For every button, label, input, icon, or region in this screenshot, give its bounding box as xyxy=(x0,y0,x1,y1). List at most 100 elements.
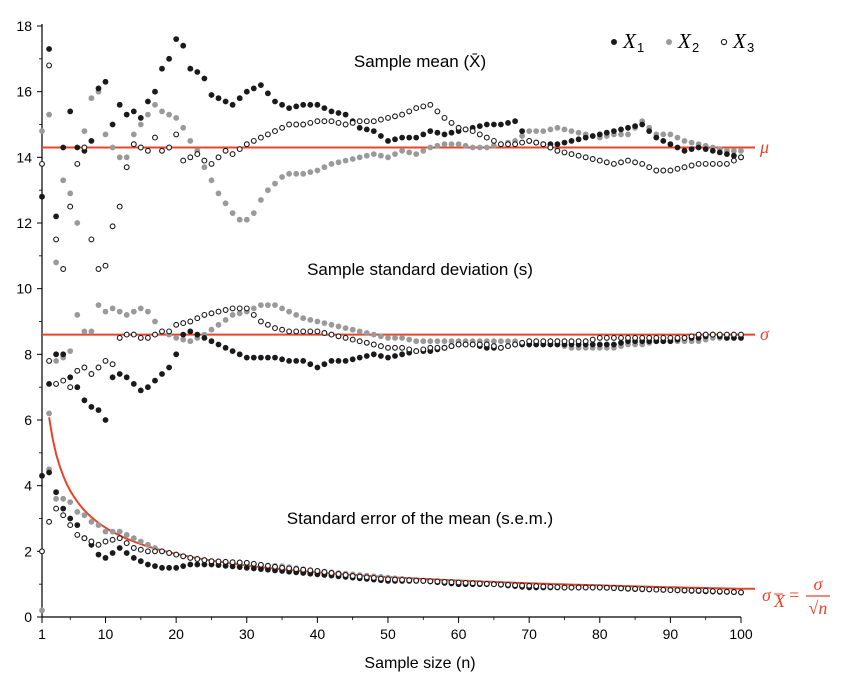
point-sd-x2 xyxy=(342,325,349,331)
point-sem-x1 xyxy=(236,564,243,570)
point-mean-x3 xyxy=(46,62,53,69)
point-sem-x1 xyxy=(166,564,173,571)
point-sd-x1 xyxy=(102,417,109,423)
point-mean-x2 xyxy=(46,111,52,118)
point-sd-x3 xyxy=(370,341,377,348)
point-sem-x3 xyxy=(709,588,716,595)
point-mean-x1 xyxy=(370,128,377,135)
sem-formula-den: √n xyxy=(809,598,828,618)
point-mean-x3 xyxy=(201,157,208,164)
point-mean-x1 xyxy=(448,129,455,136)
point-mean-x2 xyxy=(519,133,525,139)
point-mean-x2 xyxy=(554,124,561,131)
point-sd-x3 xyxy=(173,321,180,328)
point-sd-x3 xyxy=(307,328,314,335)
point-mean-x3 xyxy=(646,164,653,171)
point-sem-x1 xyxy=(39,472,45,479)
point-mean-x3 xyxy=(476,131,483,138)
y-tick-label: 4 xyxy=(24,478,32,494)
point-sem-x1 xyxy=(145,561,151,568)
point-sd-x2 xyxy=(434,338,441,345)
point-sem-x1 xyxy=(95,551,102,558)
point-sd-x2 xyxy=(491,338,497,345)
point-mean-x1 xyxy=(265,90,271,97)
point-sem-x3 xyxy=(250,560,257,567)
point-mean-x1 xyxy=(328,108,335,115)
point-mean-x3 xyxy=(314,118,321,125)
point-sd-x3 xyxy=(554,338,561,345)
legend-marker-x3 xyxy=(720,38,728,46)
point-mean-x3 xyxy=(688,162,695,169)
point-sd-x2 xyxy=(286,308,292,315)
point-sem-x2 xyxy=(39,607,45,614)
point-mean-x1 xyxy=(625,124,631,131)
point-mean-x3 xyxy=(625,157,631,164)
point-sem-x3 xyxy=(596,584,603,591)
point-mean-x2 xyxy=(215,190,222,197)
point-mean-x1 xyxy=(491,121,497,128)
point-sem-x3 xyxy=(159,548,165,555)
point-mean-x1 xyxy=(413,134,420,141)
point-mean-x1 xyxy=(709,147,716,154)
point-sd-x2 xyxy=(498,338,504,345)
point-mean-x3 xyxy=(286,121,293,128)
point-mean-x1 xyxy=(724,151,730,158)
point-mean-x3 xyxy=(490,137,497,144)
point-sem-x2 xyxy=(109,528,116,535)
point-sd-x3 xyxy=(526,338,533,345)
point-mean-x1 xyxy=(229,101,236,108)
point-sd-x3 xyxy=(582,338,589,345)
point-sd-x3 xyxy=(462,341,469,348)
point-sd-x1 xyxy=(152,377,158,384)
point-sem-x3 xyxy=(441,578,448,585)
point-mean-x2 xyxy=(349,156,356,162)
point-sd-x1 xyxy=(611,341,617,348)
point-sem-x3 xyxy=(497,581,504,588)
point-sd-x3 xyxy=(420,346,427,353)
point-mean-x1 xyxy=(427,128,434,135)
point-sd-x1 xyxy=(194,331,201,338)
point-mean-x3 xyxy=(279,124,286,131)
point-mean-x1 xyxy=(314,101,321,108)
point-sd-x2 xyxy=(399,335,405,341)
point-mean-x3 xyxy=(554,147,561,154)
point-sem-x3 xyxy=(483,580,490,587)
point-sem-x3 xyxy=(257,561,264,568)
point-sem-x3 xyxy=(53,505,60,512)
point-sd-x1 xyxy=(321,361,328,368)
point-sd-x3 xyxy=(194,315,201,322)
point-mean-x1 xyxy=(392,136,398,143)
point-mean-x2 xyxy=(681,138,688,144)
point-sd-x3 xyxy=(603,334,610,341)
point-mean-x2 xyxy=(279,174,285,180)
point-sd-x3 xyxy=(469,341,476,348)
point-sd-x1 xyxy=(385,354,391,361)
legend-label-x2: X xyxy=(677,29,692,53)
point-sd-x3 xyxy=(250,311,257,318)
point-mean-x3 xyxy=(399,111,406,118)
point-mean-x2 xyxy=(229,210,236,217)
point-sem-x3 xyxy=(60,512,67,519)
point-mean-x3 xyxy=(363,118,370,125)
point-sd-x3 xyxy=(328,331,335,338)
point-mean-x2 xyxy=(356,154,363,161)
point-sd-x2 xyxy=(392,335,398,341)
point-sd-x2 xyxy=(109,305,116,312)
point-sem-x3 xyxy=(144,548,151,555)
point-sd-x2 xyxy=(328,321,335,328)
point-mean-x2 xyxy=(399,147,405,154)
point-sem-x2 xyxy=(81,512,88,519)
point-mean-x2 xyxy=(618,131,624,138)
point-sd-x1 xyxy=(81,397,88,404)
point-sem-x3 xyxy=(688,587,695,594)
point-sem-x3 xyxy=(575,584,582,591)
point-mean-x1 xyxy=(356,124,363,131)
point-sem-x3 xyxy=(589,584,596,591)
point-sem-x3 xyxy=(173,551,180,558)
point-sd-x2 xyxy=(448,338,455,345)
point-sem-x3 xyxy=(81,535,88,542)
point-mean-x1 xyxy=(67,108,74,115)
point-sem-x3 xyxy=(279,564,286,571)
point-sd-x3 xyxy=(610,334,617,341)
